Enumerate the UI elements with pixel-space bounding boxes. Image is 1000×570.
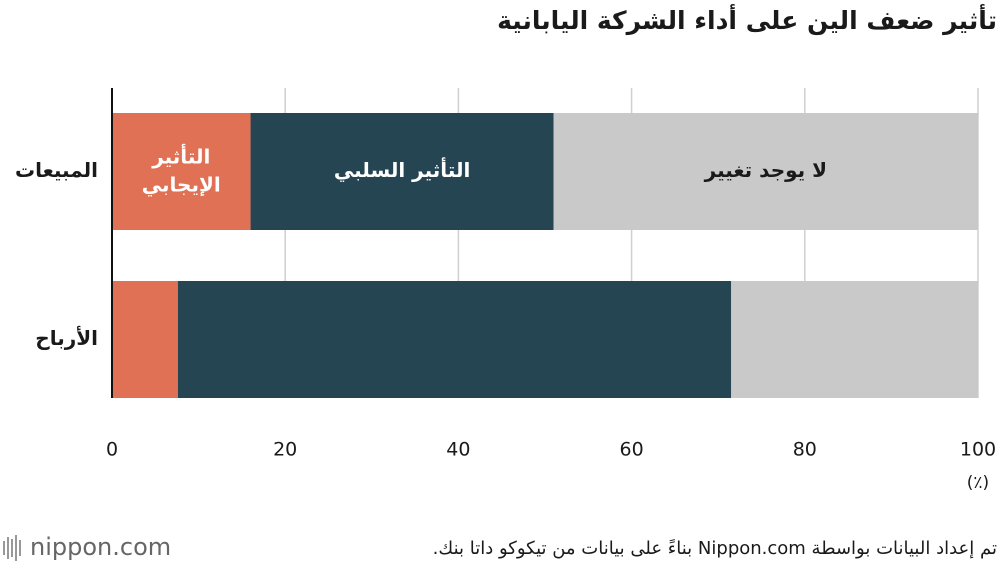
bar-segment	[553, 113, 978, 230]
x-tick-label: 100	[960, 439, 996, 461]
logo-icon	[3, 535, 21, 561]
y-tick-label: المبيعات	[15, 158, 98, 182]
bar-segment	[250, 113, 554, 230]
segment-label: التأثير الإيجابي	[142, 142, 221, 197]
segment-label: التأثير السلبي	[334, 156, 470, 183]
bar-segment	[112, 113, 251, 230]
y-tick-label: الأرباح	[35, 325, 98, 350]
logo: nippon.com	[30, 533, 171, 561]
x-tick-label: 80	[793, 439, 817, 461]
x-tick-label: 60	[620, 439, 644, 461]
x-tick-label: 20	[273, 439, 297, 461]
x-axis-label: (٪)	[967, 473, 989, 493]
chart-title: تأثير ضعف الين على أداء الشركة اليابانية	[497, 4, 997, 36]
bars	[112, 113, 978, 398]
segment-label: لا يوجد تغيير	[704, 158, 827, 182]
bar-segment	[177, 281, 732, 398]
x-tick-label: 0	[106, 439, 118, 461]
bar-segment	[731, 281, 978, 398]
source-note: تم إعداد البيانات بواسطة Nippon.com بناء…	[433, 538, 997, 559]
x-tick-label: 40	[446, 439, 470, 461]
bar-segment	[112, 281, 178, 398]
